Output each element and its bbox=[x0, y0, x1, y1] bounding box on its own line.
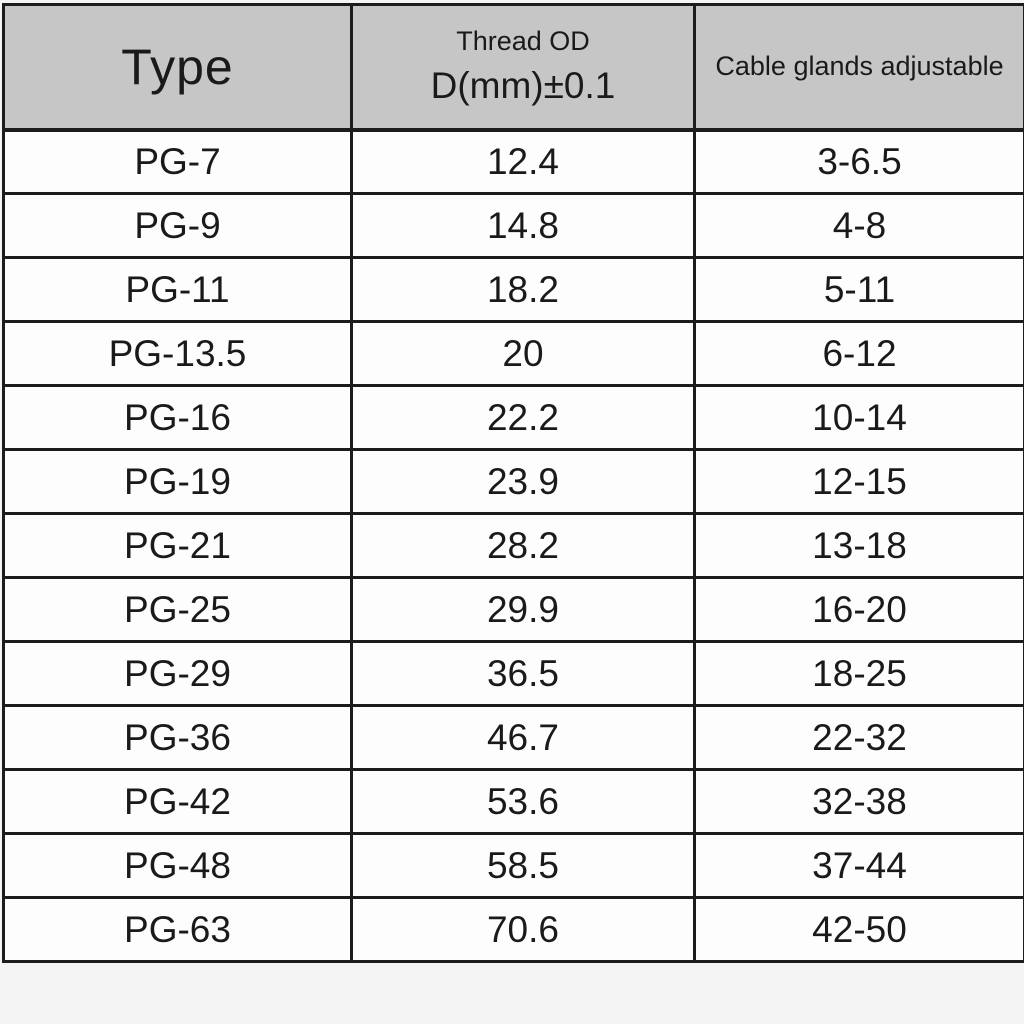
table-row: PG-11 18.2 5-11 bbox=[2, 256, 1024, 323]
cell-adjustable-range: 13-18 bbox=[693, 512, 1024, 579]
cell-thread-od: 70.6 bbox=[350, 896, 696, 963]
cell-adjustable-range: 32-38 bbox=[693, 768, 1024, 835]
table-row: PG-29 36.5 18-25 bbox=[2, 640, 1024, 707]
table-row: PG-7 12.4 3-6.5 bbox=[2, 128, 1024, 195]
table-header: Type Thread OD D(mm)±0.1 Cable glands ad… bbox=[2, 3, 1024, 132]
cell-type: PG-19 bbox=[2, 448, 353, 515]
cell-type: PG-11 bbox=[2, 256, 353, 323]
header-cell-thread-od: Thread OD D(mm)±0.1 bbox=[350, 3, 696, 132]
header-row: Type Thread OD D(mm)±0.1 Cable glands ad… bbox=[2, 3, 1024, 132]
cell-adjustable-range: 18-25 bbox=[693, 640, 1024, 707]
cell-thread-od: 23.9 bbox=[350, 448, 696, 515]
cell-adjustable-range: 10-14 bbox=[693, 384, 1024, 451]
table-row: PG-25 29.9 16-20 bbox=[2, 576, 1024, 643]
header-thread-od-units: D(mm)±0.1 bbox=[430, 65, 616, 107]
table-row: PG-19 23.9 12-15 bbox=[2, 448, 1024, 515]
header-cell-adjustable: Cable glands adjustable bbox=[693, 3, 1024, 132]
table-row: PG-9 14.8 4-8 bbox=[2, 192, 1024, 259]
cell-adjustable-range: 42-50 bbox=[693, 896, 1024, 963]
cell-adjustable-range: 6-12 bbox=[693, 320, 1024, 387]
cable-gland-spec-table: Type Thread OD D(mm)±0.1 Cable glands ad… bbox=[2, 3, 1024, 963]
cell-thread-od: 20 bbox=[350, 320, 696, 387]
cell-type: PG-21 bbox=[2, 512, 353, 579]
header-type-label: Type bbox=[121, 38, 234, 95]
cell-thread-od: 14.8 bbox=[350, 192, 696, 259]
cell-adjustable-range: 12-15 bbox=[693, 448, 1024, 515]
cell-adjustable-range: 22-32 bbox=[693, 704, 1024, 771]
cell-type: PG-16 bbox=[2, 384, 353, 451]
cell-thread-od: 22.2 bbox=[350, 384, 696, 451]
cell-type: PG-48 bbox=[2, 832, 353, 899]
cell-type: PG-36 bbox=[2, 704, 353, 771]
table-row: PG-21 28.2 13-18 bbox=[2, 512, 1024, 579]
cell-thread-od: 18.2 bbox=[350, 256, 696, 323]
cell-adjustable-range: 3-6.5 bbox=[693, 128, 1024, 195]
cell-adjustable-range: 37-44 bbox=[693, 832, 1024, 899]
cell-thread-od: 28.2 bbox=[350, 512, 696, 579]
table-row: PG-63 70.6 42-50 bbox=[2, 896, 1024, 963]
table-row: PG-48 58.5 37-44 bbox=[2, 832, 1024, 899]
cell-thread-od: 29.9 bbox=[350, 576, 696, 643]
table-row: PG-36 46.7 22-32 bbox=[2, 704, 1024, 771]
header-cell-type: Type bbox=[2, 3, 353, 132]
cell-type: PG-13.5 bbox=[2, 320, 353, 387]
cell-type: PG-63 bbox=[2, 896, 353, 963]
cell-thread-od: 58.5 bbox=[350, 832, 696, 899]
table-row: PG-13.5 20 6-12 bbox=[2, 320, 1024, 387]
table-body: PG-7 12.4 3-6.5 PG-9 14.8 4-8 PG-11 18.2… bbox=[2, 128, 1024, 963]
header-adjustable-label: Cable glands adjustable bbox=[715, 51, 1004, 82]
cell-thread-od: 12.4 bbox=[350, 128, 696, 195]
header-thread-od-label: Thread OD bbox=[456, 26, 590, 57]
cell-adjustable-range: 16-20 bbox=[693, 576, 1024, 643]
cell-type: PG-25 bbox=[2, 576, 353, 643]
cell-adjustable-range: 5-11 bbox=[693, 256, 1024, 323]
table-row: PG-42 53.6 32-38 bbox=[2, 768, 1024, 835]
cell-thread-od: 36.5 bbox=[350, 640, 696, 707]
cell-type: PG-42 bbox=[2, 768, 353, 835]
cell-thread-od: 53.6 bbox=[350, 768, 696, 835]
table-row: PG-16 22.2 10-14 bbox=[2, 384, 1024, 451]
cell-thread-od: 46.7 bbox=[350, 704, 696, 771]
cell-type: PG-29 bbox=[2, 640, 353, 707]
cell-type: PG-9 bbox=[2, 192, 353, 259]
cell-adjustable-range: 4-8 bbox=[693, 192, 1024, 259]
cell-type: PG-7 bbox=[2, 128, 353, 195]
